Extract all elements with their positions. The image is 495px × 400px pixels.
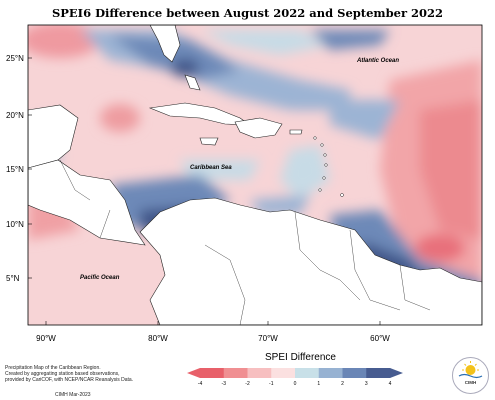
map-title: SPEI6 Difference between August 2022 and… (51, 6, 444, 20)
logo-text: CIMH (464, 380, 477, 385)
legend-arrow-right (390, 368, 403, 378)
lon-label-80w: 80°W (148, 334, 168, 343)
legend-tick-label: 0 (293, 381, 297, 387)
legend-swatch (223, 368, 248, 378)
legend-tick-label: -4 (197, 381, 203, 387)
land-central-america (28, 159, 146, 246)
legend-tick-label: 4 (388, 381, 392, 387)
legend-colorbar (187, 368, 403, 378)
legend-swatch (366, 368, 391, 378)
lat-label-25n: 25°N (6, 54, 24, 63)
atlantic-ocean-label: Atlantic Ocean (357, 58, 400, 64)
legend-arrow-left (187, 368, 200, 378)
legend-swatch (247, 368, 272, 378)
legend-swatch (271, 368, 296, 378)
footnote-line-2: Created by aggregating station based obs… (5, 371, 120, 377)
legend-swatch (318, 368, 343, 378)
legend-swatch (295, 368, 320, 378)
lat-label-20n: 20°N (6, 111, 24, 120)
footnote-line-1: Precipitation Map of the Caribbean Regio… (5, 365, 101, 371)
lat-label-5n: 5°N (6, 274, 20, 283)
footnote-credit: CIMH Mar-2023 (55, 392, 91, 398)
legend-tick-label: -3 (221, 381, 226, 387)
lon-label-90w: 90°W (36, 334, 56, 343)
legend-tick-label: 3 (364, 381, 368, 387)
legend-tick-label: 2 (341, 381, 344, 387)
cimh-logo: CIMH (452, 357, 489, 394)
land-jamaica (199, 137, 219, 146)
land-puerto-rico (289, 129, 303, 135)
land-yucatan (28, 104, 79, 169)
lon-label-60w: 60°W (370, 334, 390, 343)
legend-swatch (342, 368, 367, 378)
land-florida (149, 25, 181, 63)
map-frame (27, 24, 483, 326)
caribbean-sea-label: Caribbean Sea (190, 165, 232, 171)
land-bahamas (184, 74, 201, 91)
legend-swatch (200, 368, 225, 378)
lat-label-10n: 10°N (6, 220, 24, 229)
pacific-ocean-label: Pacific Ocean (80, 275, 120, 281)
legend-tick-label: 1 (317, 381, 321, 387)
lon-label-70w: 70°W (258, 334, 278, 343)
footnote-line-3: provided by CariCOF, with NCEP/NCAR Rean… (5, 377, 134, 383)
lat-label-15n: 15°N (6, 165, 24, 174)
legend-tick-label: -1 (269, 381, 274, 387)
legend-tick-label: -2 (245, 381, 250, 387)
land-hispaniola (234, 117, 283, 139)
legend-title: SPEI Difference (265, 352, 336, 363)
